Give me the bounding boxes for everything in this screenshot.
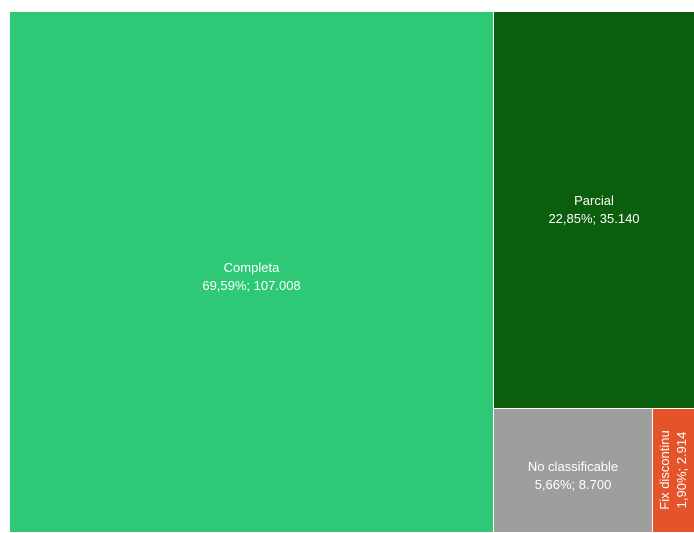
cell-name-fix-discontinu: Fix discontinu	[657, 430, 672, 509]
treemap-cell-fix-discontinu[interactable]: Fix discontinu 1,90%; 2.914	[653, 409, 694, 532]
cell-name-parcial: Parcial	[574, 193, 614, 208]
cell-name-no-classificable: No classificable	[528, 459, 618, 474]
treemap-cell-completa[interactable]: Completa 69,59%; 107.008	[10, 12, 493, 532]
cell-value-fix-discontinu: 1,90%; 2.914	[674, 432, 689, 509]
cell-rect-parcial	[494, 12, 694, 408]
cell-value-completa: 69,59%; 107.008	[202, 278, 300, 293]
cell-value-parcial: 22,85%; 35.140	[548, 211, 639, 226]
cell-name-completa: Completa	[224, 260, 280, 275]
cell-rect-completa	[10, 12, 493, 532]
cell-rect-no-classificable	[494, 409, 652, 532]
cell-rect-fix-discontinu	[653, 409, 694, 532]
treemap-cell-parcial[interactable]: Parcial 22,85%; 35.140	[494, 12, 694, 408]
cell-value-no-classificable: 5,66%; 8.700	[535, 477, 612, 492]
treemap-cell-no-classificable[interactable]: No classificable 5,66%; 8.700	[494, 409, 652, 532]
